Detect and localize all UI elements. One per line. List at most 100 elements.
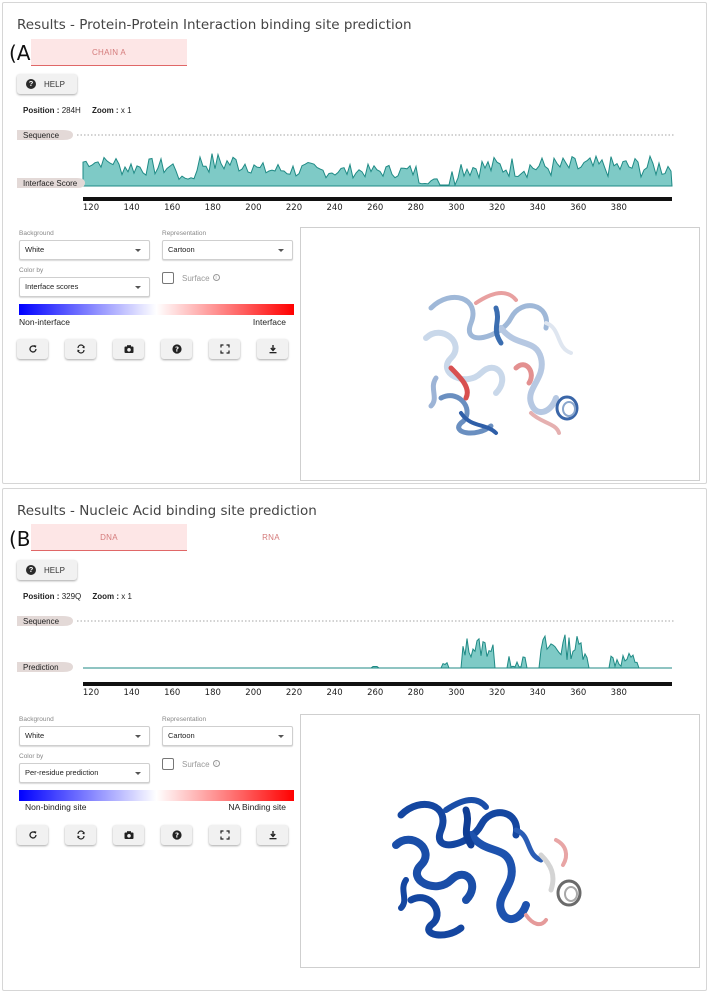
ruler-ticks: 120 140 160 180 200 220 240 260 280 300 320 340 360 3… xyxy=(83,203,627,213)
download-icon xyxy=(269,345,276,354)
tab-dna[interactable]: DNA xyxy=(31,524,187,551)
ruler-tick-label: 160 xyxy=(164,688,180,698)
help-button-label: HELP xyxy=(44,565,65,575)
surface-checkbox[interactable] xyxy=(162,272,174,284)
background-value: White xyxy=(25,245,45,254)
viewer-help-button[interactable]: ? xyxy=(161,339,192,359)
sequence-track-pill xyxy=(17,616,73,626)
surface-label: Surface xyxy=(182,274,210,283)
feature-viewer[interactable]: Sequence Interface Score 120 140 160 180 200… xyxy=(17,126,677,216)
ruler-tick-label: 140 xyxy=(123,203,139,213)
gradient-high-label: Interface xyxy=(252,317,286,327)
help-icon: ? xyxy=(171,344,182,354)
ruler-tick-label: 260 xyxy=(367,688,383,698)
surface-option: Surface i xyxy=(182,274,220,283)
ruler-tick-label: 200 xyxy=(245,203,261,213)
svg-text:?: ? xyxy=(174,832,178,840)
zoom-label: Zoom : xyxy=(92,592,120,601)
help-circle-icon: ? xyxy=(26,565,36,575)
surface-checkbox[interactable] xyxy=(162,758,174,770)
position-value: 284H xyxy=(61,106,81,115)
colorby-label: Color by xyxy=(19,753,44,760)
background-select[interactable]: White xyxy=(19,240,150,260)
info-icon[interactable]: i xyxy=(212,760,220,767)
help-circle-icon: ? xyxy=(26,79,36,89)
background-select[interactable]: White xyxy=(19,726,150,746)
ruler-tick-label: 160 xyxy=(164,203,180,213)
fullscreen-icon xyxy=(219,830,230,840)
tab-chain-a[interactable]: CHAIN A xyxy=(31,39,187,66)
camera-icon xyxy=(124,345,133,353)
ruler-tick-label: 380 xyxy=(611,688,627,698)
svg-text:?: ? xyxy=(174,346,178,354)
interface-score-area xyxy=(82,152,673,187)
download-button[interactable] xyxy=(257,339,288,359)
chevron-down-icon xyxy=(135,286,141,289)
ruler-tick-label: 300 xyxy=(448,203,464,213)
ruler-tick-label: 340 xyxy=(529,203,545,213)
help-button-label: HELP xyxy=(44,79,65,89)
representation-label: Representation xyxy=(162,230,207,237)
interface-track-label: Interface Score xyxy=(23,179,78,188)
ruler-ticks: 120 140 160 180 200 220 240 260 280 300 320 340 360 3… xyxy=(83,688,627,698)
zoom-value: x 1 xyxy=(121,592,132,601)
fullscreen-button[interactable] xyxy=(209,339,240,359)
sequence-ruler xyxy=(83,682,672,686)
colorby-value: Interface scores xyxy=(25,282,79,291)
download-button[interactable] xyxy=(257,825,288,845)
chevron-down-icon xyxy=(278,735,284,738)
colorby-select[interactable]: Per-residue prediction xyxy=(19,763,150,783)
ppi-results-panel: Results - Protein-Protein Interaction bi… xyxy=(2,2,707,484)
chevron-down-icon xyxy=(135,249,141,252)
viewer-help-button[interactable]: ? xyxy=(161,825,192,845)
camera-icon xyxy=(124,831,133,839)
screenshot-button[interactable] xyxy=(113,825,144,845)
sequence-track-label: Sequence xyxy=(23,617,60,626)
reset-view-button[interactable] xyxy=(17,825,48,845)
ruler-tick-label: 120 xyxy=(83,203,99,213)
refresh-icon xyxy=(28,831,37,839)
protein-structure-image xyxy=(423,291,579,436)
ruler-tick-label: 220 xyxy=(286,203,302,213)
interface-track-pill xyxy=(17,178,85,188)
spin-button[interactable] xyxy=(65,825,96,845)
representation-value: Cartoon xyxy=(168,245,195,254)
ruler-tick-label: 260 xyxy=(367,203,383,213)
ruler-tick-label: 140 xyxy=(123,688,139,698)
help-button[interactable]: ? HELP xyxy=(17,560,77,580)
gradient-high-label: NA Binding site xyxy=(228,802,286,812)
gradient-low-label: Non-interface xyxy=(19,317,71,327)
ruler-tick-label: 240 xyxy=(326,688,342,698)
prediction-track-pill xyxy=(17,662,73,672)
colorby-value: Per-residue prediction xyxy=(25,768,99,777)
representation-select[interactable]: Cartoon xyxy=(162,240,293,260)
reset-view-button[interactable] xyxy=(17,339,48,359)
position-value: 329Q xyxy=(61,592,82,601)
feature-viewer[interactable]: Sequence Prediction 120 140 160 180 200 220 24… xyxy=(17,612,677,702)
info-icon[interactable]: i xyxy=(212,274,220,281)
background-value: White xyxy=(25,731,45,740)
ruler-tick-label: 180 xyxy=(205,688,221,698)
molecule-viewer[interactable] xyxy=(300,227,700,481)
spin-button[interactable] xyxy=(65,339,96,359)
screenshot-button[interactable] xyxy=(113,339,144,359)
ruler-tick-label: 220 xyxy=(286,688,302,698)
ruler-tick-label: 180 xyxy=(205,203,221,213)
molecule-viewer[interactable] xyxy=(300,714,700,968)
na-results-panel: Results - Nucleic Acid binding site pred… xyxy=(2,488,707,991)
page-title: Results - Nucleic Acid binding site pred… xyxy=(17,503,317,519)
ruler-tick-label: 320 xyxy=(489,203,505,213)
refresh-icon xyxy=(28,345,37,353)
colorby-select[interactable]: Interface scores xyxy=(19,277,150,297)
position-zoom-readout: Position : 329Q Zoom : x 1 xyxy=(23,592,132,601)
colorby-label: Color by xyxy=(19,267,44,274)
representation-select[interactable]: Cartoon xyxy=(162,726,293,746)
position-label: Position : xyxy=(23,592,60,601)
ruler-tick-label: 360 xyxy=(570,688,586,698)
help-button[interactable]: ? HELP xyxy=(17,74,77,94)
ruler-tick-label: 320 xyxy=(489,688,505,698)
prediction-track-label: Prediction xyxy=(23,663,59,672)
ruler-tick-label: 280 xyxy=(408,203,424,213)
fullscreen-button[interactable] xyxy=(209,825,240,845)
tab-rna[interactable]: RNA xyxy=(262,533,280,542)
